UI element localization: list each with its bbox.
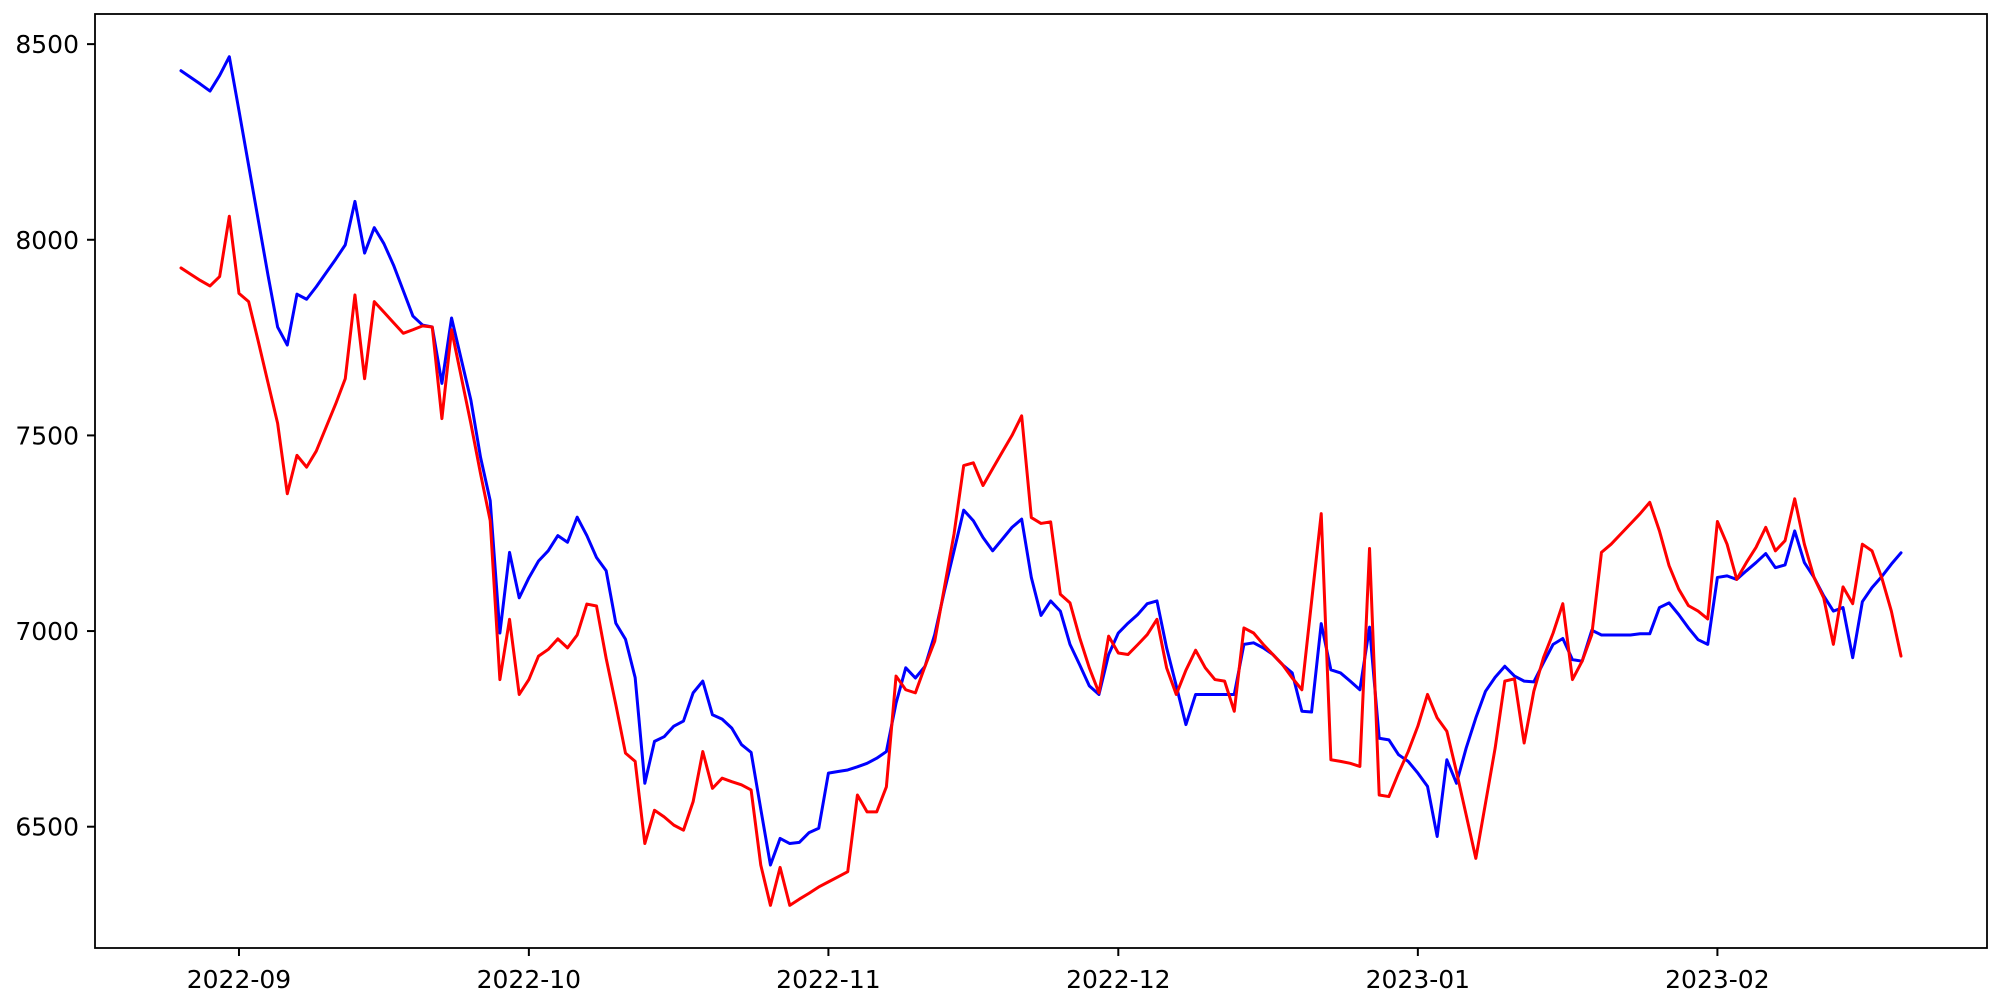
x-axis-tick-label: 2022-11 xyxy=(776,965,880,994)
y-axis-tick-label: 7000 xyxy=(15,617,79,646)
y-axis-tick-label: 8000 xyxy=(15,226,79,255)
plot-area-border xyxy=(94,13,1988,949)
y-axis-tick-label: 8500 xyxy=(15,30,79,59)
x-axis-tick-label: 2023-01 xyxy=(1366,965,1470,994)
x-axis-tick-label: 2022-09 xyxy=(187,965,291,994)
y-axis-tick-label: 6500 xyxy=(15,813,79,842)
y-axis-tick-label: 7500 xyxy=(15,421,79,450)
x-axis-tick-label: 2022-10 xyxy=(477,965,581,994)
red-series-line xyxy=(179,214,1903,907)
blue-series-line xyxy=(179,55,1903,867)
x-axis-tick-label: 2022-12 xyxy=(1066,965,1170,994)
x-axis-tick-label: 2023-02 xyxy=(1665,965,1769,994)
